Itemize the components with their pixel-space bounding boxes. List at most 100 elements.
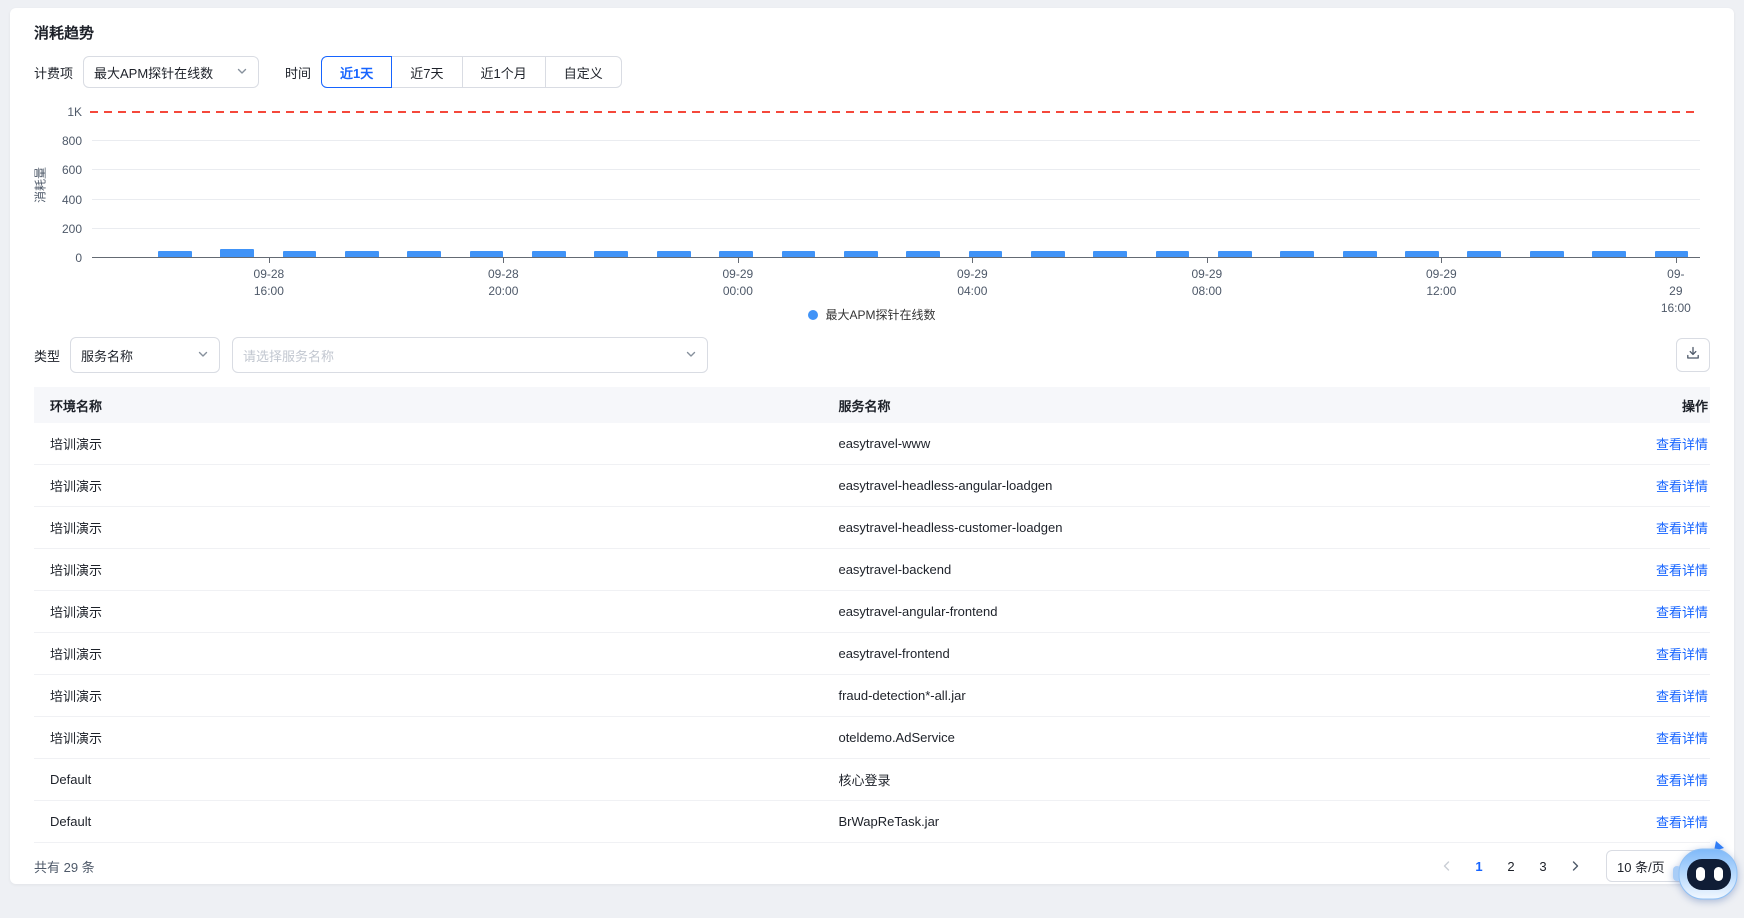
- x-axis-line: [92, 257, 1700, 258]
- page-size-value: 10 条/页: [1617, 857, 1665, 876]
- view-details-link[interactable]: 查看详情: [1656, 605, 1708, 620]
- cell-env-name: 培训演示: [34, 728, 838, 747]
- time-tab-1[interactable]: 近1天: [321, 56, 392, 88]
- bar: [220, 249, 254, 257]
- cell-service-name: 核心登录: [838, 770, 1598, 789]
- view-details-link[interactable]: 查看详情: [1656, 437, 1708, 452]
- table-filter-bar: 类型 服务名称 请选择服务名称: [34, 337, 1710, 373]
- y-tick-label: 0: [75, 251, 82, 265]
- view-details-link[interactable]: 查看详情: [1656, 731, 1708, 746]
- page-button-1[interactable]: 1: [1466, 853, 1492, 879]
- time-tab-3[interactable]: 近1个月: [462, 56, 546, 88]
- quota-threshold-line: [90, 111, 1700, 113]
- cell-service-name: BrWapReTask.jar: [838, 814, 1598, 829]
- billing-item-label: 计费项: [34, 63, 73, 82]
- billing-item-value: 最大APM探针在线数: [94, 63, 213, 82]
- view-details-link[interactable]: 查看详情: [1656, 479, 1708, 494]
- page-title: 消耗趋势: [34, 8, 1710, 43]
- time-tab-4[interactable]: 自定义: [545, 56, 622, 88]
- legend-dot-icon: [808, 310, 818, 320]
- y-tick-label: 400: [62, 193, 82, 207]
- service-select-placeholder: 请选择服务名称: [243, 346, 334, 365]
- assistant-robot-button[interactable]: [1672, 840, 1742, 902]
- time-tab-group: 近1天近7天近1个月自定义: [321, 56, 622, 88]
- y-axis-title: 消耗量: [32, 167, 49, 203]
- next-page-button[interactable]: [1562, 853, 1588, 879]
- download-icon: [1685, 345, 1701, 366]
- column-header-action: 操作: [1598, 396, 1710, 415]
- cell-service-name: easytravel-angular-frontend: [838, 604, 1598, 619]
- cell-service-name: easytravel-frontend: [838, 646, 1598, 661]
- service-name-multiselect[interactable]: 请选择服务名称: [232, 337, 708, 373]
- cell-service-name: easytravel-headless-angular-loadgen: [838, 478, 1598, 493]
- y-tick-label: 200: [62, 222, 82, 236]
- billing-item-select[interactable]: 最大APM探针在线数: [83, 56, 259, 88]
- cell-env-name: 培训演示: [34, 476, 838, 495]
- time-tab-2[interactable]: 近7天: [391, 56, 462, 88]
- view-details-link[interactable]: 查看详情: [1656, 815, 1708, 830]
- page-button-2[interactable]: 2: [1498, 853, 1524, 879]
- legend-label: 最大APM探针在线数: [825, 306, 935, 323]
- y-tick-label: 800: [62, 134, 82, 148]
- cell-env-name: Default: [34, 772, 838, 787]
- legend-item[interactable]: 最大APM探针在线数: [34, 306, 1710, 323]
- column-header-env: 环境名称: [34, 396, 838, 415]
- cell-env-name: 培训演示: [34, 560, 838, 579]
- time-range-label: 时间: [285, 63, 311, 82]
- view-details-link[interactable]: 查看详情: [1656, 689, 1708, 704]
- page-button-3[interactable]: 3: [1530, 853, 1556, 879]
- consumption-trend-card: 消耗趋势 计费项 最大APM探针在线数 时间 近1天近7天近1个月自定义 消耗量…: [10, 8, 1734, 884]
- chevron-down-icon: [197, 348, 209, 363]
- cell-service-name: easytravel-www: [838, 436, 1598, 451]
- cell-service-name: easytravel-backend: [838, 562, 1598, 577]
- cell-service-name: fraud-detection*-all.jar: [838, 688, 1598, 703]
- type-select-value: 服务名称: [81, 346, 133, 365]
- view-details-link[interactable]: 查看详情: [1656, 647, 1708, 662]
- cell-service-name: easytravel-headless-customer-loadgen: [838, 520, 1598, 535]
- cell-env-name: 培训演示: [34, 602, 838, 621]
- type-label: 类型: [34, 346, 60, 365]
- cell-env-name: 培训演示: [34, 518, 838, 537]
- type-select[interactable]: 服务名称: [70, 337, 220, 373]
- y-tick-label: 1K: [67, 105, 82, 119]
- chevron-down-icon: [685, 348, 697, 363]
- download-button[interactable]: [1676, 338, 1710, 372]
- view-details-link[interactable]: 查看详情: [1656, 563, 1708, 578]
- cell-env-name: Default: [34, 814, 838, 829]
- cell-env-name: 培训演示: [34, 644, 838, 663]
- prev-page-button[interactable]: [1434, 853, 1460, 879]
- y-tick-label: 600: [62, 163, 82, 177]
- view-details-link[interactable]: 查看详情: [1656, 773, 1708, 788]
- total-count-text: 共有 29 条: [34, 857, 95, 876]
- cell-env-name: 培训演示: [34, 686, 838, 705]
- cell-env-name: 培训演示: [34, 434, 838, 453]
- table-header-row: 环境名称 服务名称 操作: [34, 387, 1710, 423]
- view-details-link[interactable]: 查看详情: [1656, 521, 1708, 536]
- column-header-service: 服务名称: [838, 396, 1598, 415]
- chevron-down-icon: [236, 65, 248, 80]
- chart-filter-bar: 计费项 最大APM探针在线数 时间 近1天近7天近1个月自定义: [34, 56, 1710, 88]
- cell-service-name: oteldemo.AdService: [838, 730, 1598, 745]
